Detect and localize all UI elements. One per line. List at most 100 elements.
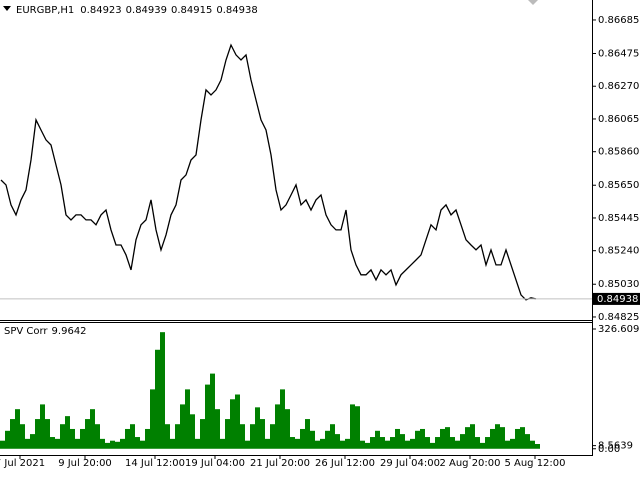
histogram-bar	[520, 427, 525, 449]
histogram-bar	[535, 444, 540, 449]
histogram-bar	[200, 419, 205, 449]
histogram-bar	[495, 424, 500, 449]
y-tick-label: 0.84825	[598, 312, 639, 323]
histogram-bar	[515, 428, 520, 449]
histogram-bar	[235, 394, 240, 449]
histogram-bar	[270, 424, 275, 449]
ohlc-value: 0.84915	[171, 5, 212, 16]
histogram-bar	[255, 407, 260, 449]
histogram-bar	[165, 424, 170, 449]
y-tick-label: 0.85860	[598, 147, 639, 158]
histogram-bar	[420, 428, 425, 449]
histogram-bar	[210, 373, 215, 449]
histogram-bar	[115, 441, 120, 449]
x-tick-label: 7 Jul 2021	[0, 458, 45, 469]
price-line	[0, 43, 537, 301]
histogram-bar	[510, 438, 515, 449]
histogram-bar	[345, 438, 350, 449]
histogram-bar	[275, 404, 280, 449]
x-tick-label: 29 Jul 04:00	[380, 458, 440, 469]
histogram-bar	[125, 428, 130, 449]
histogram-bar	[75, 438, 80, 449]
histogram-bar	[180, 404, 185, 449]
y-tick-label: 0.86685	[598, 15, 639, 26]
histogram-bar	[135, 437, 140, 449]
price-box-label: 0.84938	[597, 294, 638, 305]
histogram-bar	[160, 332, 165, 449]
histogram-bar	[435, 437, 440, 449]
indicator-title: SPV Corr	[4, 326, 48, 337]
histogram-bar	[145, 428, 150, 449]
histogram-bar	[65, 416, 70, 449]
histogram-bar	[410, 438, 415, 449]
x-tick-label: 14 Jul 12:00	[125, 458, 185, 469]
histogram-bar	[245, 440, 250, 449]
histogram-bar	[230, 399, 235, 449]
histogram-bar	[150, 389, 155, 449]
price-box	[593, 292, 640, 305]
histogram-bar	[475, 437, 480, 449]
y-tick-label: 0.85445	[598, 213, 639, 224]
y-tick-label: 8.5639	[598, 441, 633, 452]
histogram-bar	[290, 437, 295, 449]
histogram-bar	[380, 437, 385, 449]
histogram-bar	[40, 404, 45, 449]
histogram-bar	[190, 414, 195, 449]
histogram-bar	[185, 389, 190, 449]
histogram-bar	[450, 437, 455, 449]
histogram-bar	[425, 437, 430, 449]
histogram-bar	[485, 437, 490, 449]
x-tick-label: 9 Jul 20:00	[58, 458, 112, 469]
histogram-bar	[5, 430, 10, 449]
y-tick-label: 0.86475	[598, 48, 639, 59]
histogram-bar	[110, 440, 115, 449]
histogram-bar	[240, 424, 245, 449]
y-tick-label: 326.6097	[598, 324, 640, 335]
histogram-bar	[465, 427, 470, 449]
histogram-bar	[205, 384, 210, 449]
histogram-bar	[360, 440, 365, 449]
scroll-marker	[528, 0, 538, 5]
histogram-bar	[370, 437, 375, 449]
histogram-bar	[375, 430, 380, 449]
histogram-bar	[15, 409, 20, 449]
histogram-bar	[85, 419, 90, 449]
ohlc-value: 0.84939	[126, 5, 167, 16]
histogram-bar	[390, 437, 395, 449]
y-tick-label: 0.00	[598, 444, 620, 455]
histogram-bar	[395, 428, 400, 449]
histogram-bar	[455, 440, 460, 449]
histogram-bar	[155, 349, 160, 449]
histogram-bar	[310, 430, 315, 449]
histogram-bar	[405, 440, 410, 449]
histogram-bar	[60, 424, 65, 449]
histogram-bar	[140, 440, 145, 449]
histogram-bar	[525, 434, 530, 449]
histogram-bar	[530, 440, 535, 449]
histogram-bar	[340, 440, 345, 449]
histogram-bar	[25, 438, 30, 449]
histogram-bar	[120, 438, 125, 449]
histogram-bar	[365, 442, 370, 449]
histogram-bar	[505, 440, 510, 449]
histogram-bar	[460, 434, 465, 449]
y-tick-label: 0.86270	[598, 81, 639, 92]
histogram-bar	[90, 409, 95, 449]
indicator-value: 9.9642	[52, 326, 87, 337]
histogram-bar	[480, 442, 485, 449]
histogram-bar	[300, 428, 305, 449]
histogram-bar	[250, 424, 255, 449]
histogram-bar	[305, 419, 310, 449]
histogram-bar	[20, 424, 25, 449]
histogram-bar	[80, 428, 85, 449]
menu-arrow[interactable]	[3, 6, 11, 11]
histogram-bar	[10, 419, 15, 449]
histogram-bar	[195, 438, 200, 449]
histogram-bar	[320, 438, 325, 449]
histogram-bar	[470, 424, 475, 449]
histogram-bar	[260, 419, 265, 449]
histogram-bar	[30, 434, 35, 449]
y-tick-label: 0.85650	[598, 180, 639, 191]
y-tick-label: 0.85240	[598, 246, 639, 257]
